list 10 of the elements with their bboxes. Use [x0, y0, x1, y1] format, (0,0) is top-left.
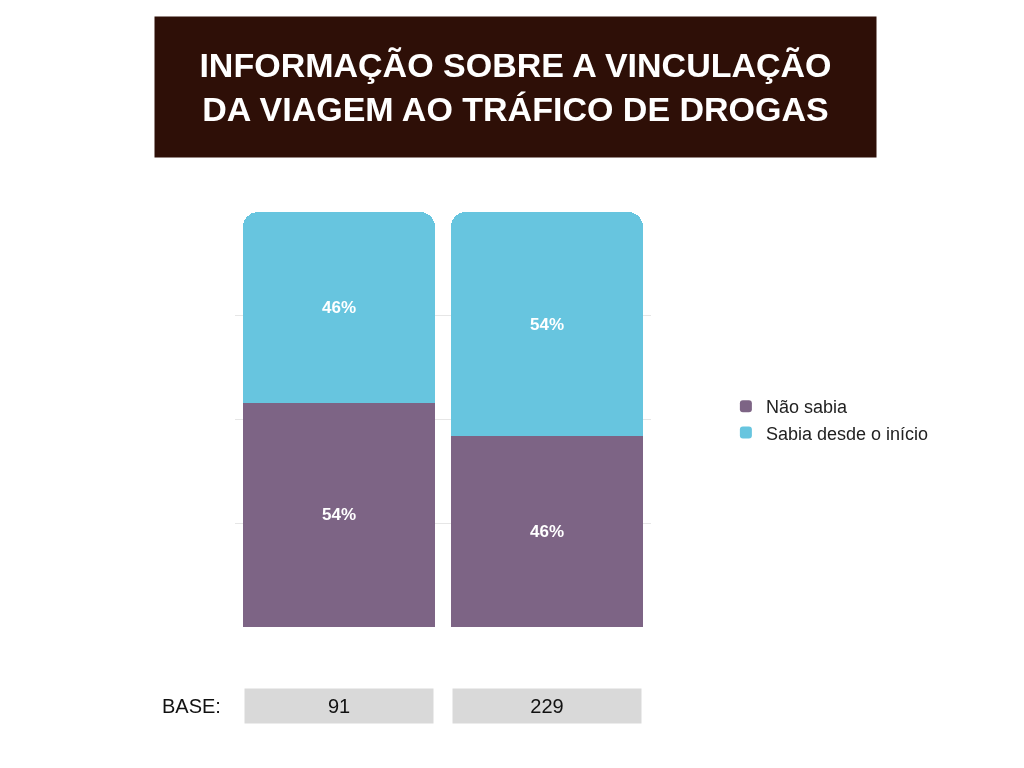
- legend-label: Sabia desde o início: [765, 423, 929, 444]
- data-label: 54%: [529, 314, 565, 334]
- text: 91: [327, 695, 351, 717]
- legend-label: Não sabia: [765, 397, 848, 418]
- data-label: 46%: [321, 297, 357, 317]
- chart-title: INFORMAÇÃO SOBRE A VINCULAÇÃO DA VIAGEM AO TRÁFICO DE DROGAS: [199, 45, 832, 129]
- data-label: 46%: [529, 522, 565, 542]
- text: BASE:: [162, 695, 221, 717]
- data-label: 54%: [321, 505, 357, 525]
- text: 229: [530, 695, 564, 717]
